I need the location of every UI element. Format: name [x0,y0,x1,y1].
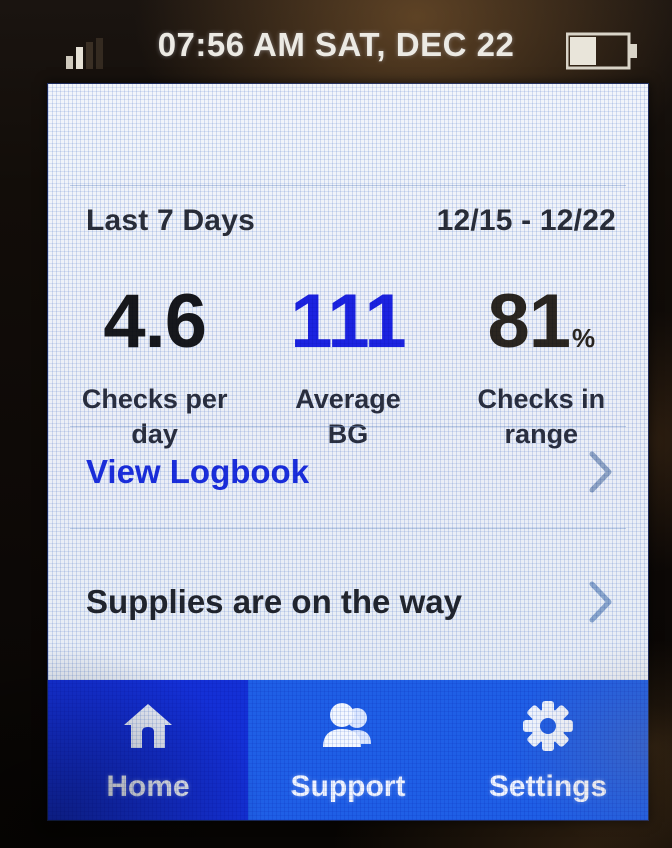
bottom-navigation-bar: Home Support [48,680,648,820]
period-label: Last 7 Days [86,204,255,237]
chevron-right-icon [589,581,612,623]
nav-label-support: Support [290,770,406,803]
divider-stats [70,426,626,427]
stat-label: Average BG [251,382,444,451]
people-icon [323,703,371,747]
view-logbook-label: View Logbook [86,453,310,490]
supplies-status-row[interactable]: Supplies are on the way [48,556,648,648]
stat-label-line1: Average [295,384,401,414]
view-logbook-row[interactable]: View Logbook [48,426,648,518]
lcd-screen: Last 7 Days 12/15 - 12/22 4.6 Checks per… [48,84,648,820]
status-bar-time: 07:56 AM SAT, DEC 22 [157,26,515,63]
stat-value: 4.6 [103,279,207,364]
nav-tab-settings[interactable]: Settings [448,680,648,820]
status-bar: 07:56 AM SAT, DEC 22 [0,0,672,84]
stats-row: 4.6 Checks per day 111 Average BG [58,284,638,451]
stat-value: 81 [487,279,571,364]
stat-label-line2: range [504,418,579,449]
divider-top [70,185,626,186]
summary-card: Last 7 Days 12/15 - 12/22 4.6 Checks per… [48,84,648,680]
stat-label: Checks in range [445,382,638,451]
stat-checks-per-day: 4.6 Checks per day [58,284,251,451]
nav-label-settings: Settings [488,770,608,803]
divider-rows [70,528,626,529]
nav-tab-support[interactable]: Support [248,680,448,820]
supplies-status-label: Supplies are on the way [86,583,462,620]
stat-value-suffix: % [572,323,596,353]
stat-label-line1: Checks per [81,384,228,414]
stat-label: Checks per day [58,382,251,451]
battery-icon [566,32,637,70]
nav-label-home: Home [106,770,190,803]
stat-checks-in-range: 81% Checks in range [445,284,638,451]
signal-bars-icon [66,38,103,69]
stat-label-line2: BG [327,418,369,449]
stat-label-line1: Checks in [477,384,606,414]
stat-value: 111 [290,279,406,364]
nav-tab-home[interactable]: Home [48,680,248,820]
stat-average-bg: 111 Average BG [251,284,444,451]
date-range-label: 12/15 - 12/22 [436,204,616,237]
home-icon [124,704,172,748]
chevron-right-icon [589,451,612,493]
gear-icon [523,701,573,751]
stat-label-line2: day [131,418,178,449]
